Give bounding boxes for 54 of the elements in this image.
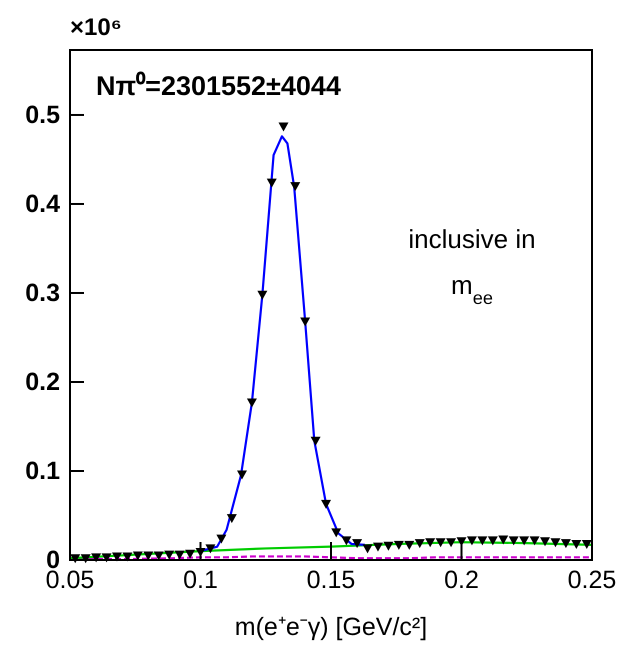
point	[488, 536, 498, 546]
y-tick-label: 0.2	[25, 368, 60, 396]
point	[310, 436, 321, 446]
point	[498, 536, 508, 545]
text: ×10⁶	[70, 14, 122, 41]
point	[425, 538, 436, 548]
x-tick-label: 0.2	[444, 566, 479, 594]
point	[278, 122, 288, 132]
point	[185, 550, 196, 559]
y-tick-label: 0.1	[25, 456, 60, 485]
point	[466, 536, 477, 546]
point	[237, 470, 247, 480]
x-tick-label: 0.1	[183, 566, 218, 594]
point	[372, 542, 383, 552]
point	[266, 178, 277, 188]
point	[341, 536, 352, 546]
point	[216, 534, 226, 544]
point	[540, 537, 550, 546]
point	[477, 536, 488, 546]
annotation: inclusive in m$_{ee}$	[408, 224, 536, 308]
point	[383, 542, 394, 551]
point	[446, 538, 456, 548]
point	[362, 544, 373, 554]
point	[550, 538, 560, 548]
point	[164, 550, 174, 560]
point	[331, 528, 342, 538]
point	[321, 500, 332, 509]
point	[300, 317, 310, 326]
point	[290, 182, 300, 192]
point	[560, 539, 571, 548]
point	[436, 538, 446, 548]
point	[174, 550, 185, 560]
text: Nπ⁰=2301552±4044	[96, 71, 341, 101]
point	[571, 540, 582, 549]
point	[246, 398, 257, 408]
y-tick-label: 0.3	[25, 278, 60, 307]
point	[404, 540, 414, 550]
point	[257, 290, 268, 300]
point	[530, 536, 540, 546]
point	[582, 540, 592, 549]
point	[394, 540, 404, 550]
point	[122, 552, 132, 562]
point	[205, 544, 216, 554]
x-tick-label: 0.15	[306, 566, 356, 594]
point	[414, 539, 425, 548]
point	[519, 536, 530, 546]
point	[226, 514, 237, 524]
x-axis-title: m(e⁺e⁻γ) [GeV/c²]	[234, 613, 428, 641]
y-tick-label: 0.4	[25, 190, 60, 218]
point	[112, 552, 122, 562]
point	[352, 539, 362, 548]
x-tick-label: 0.25	[568, 566, 616, 594]
point	[508, 536, 519, 546]
y-tick-label: 0.5	[25, 100, 60, 129]
